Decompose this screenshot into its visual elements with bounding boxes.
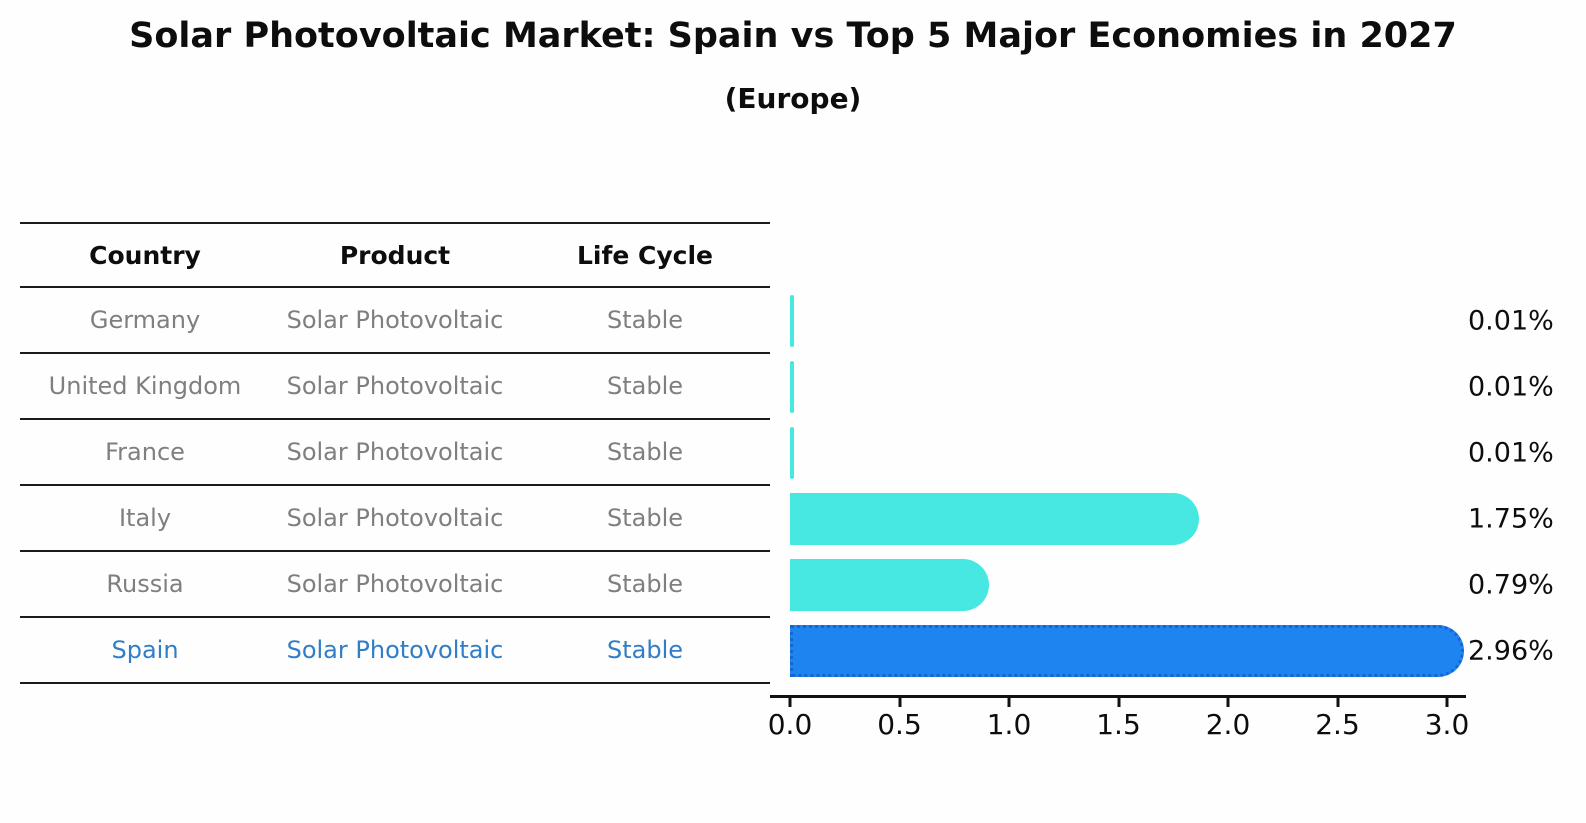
table-row-france: France Solar Photovoltaic Stable	[20, 420, 770, 486]
bar-germany	[790, 295, 794, 347]
table-cell-life-cycle: Stable	[606, 306, 684, 334]
table-header-row: Country Product Life Cycle	[20, 222, 770, 288]
table-header-product: Product	[339, 240, 451, 270]
bar-spain	[790, 625, 1464, 677]
chart-title: Solar Photovoltaic Market: Spain vs Top …	[129, 16, 1457, 56]
x-tick-label: 0.5	[877, 708, 922, 741]
x-tick-mark	[898, 698, 901, 707]
x-tick-mark	[1117, 698, 1120, 707]
table-cell-product: Solar Photovoltaic	[286, 636, 504, 664]
table-cell-life-cycle: Stable	[606, 438, 684, 466]
table-cell-country: Russia	[106, 570, 184, 598]
table-header-life-cycle: Life Cycle	[576, 240, 714, 270]
table-cell-product: Solar Photovoltaic	[286, 306, 504, 334]
bar-value-label-russia: 0.79%	[1468, 569, 1554, 601]
table-cell-life-cycle: Stable	[606, 504, 684, 532]
x-tick-label: 2.5	[1315, 708, 1360, 741]
x-tick-label: 2.0	[1205, 708, 1251, 741]
table-cell-country: France	[105, 438, 185, 466]
table-cell-country: United Kingdom	[48, 372, 242, 400]
table-row-united-kingdom: United Kingdom Solar Photovoltaic Stable	[20, 354, 770, 420]
chart-subtitle: (Europe)	[724, 82, 862, 115]
x-axis-line	[770, 695, 1466, 698]
table-cell-country: Italy	[118, 504, 172, 532]
table-cell-product: Solar Photovoltaic	[286, 504, 504, 532]
table-cell-product: Solar Photovoltaic	[286, 570, 504, 598]
bar-value-label-spain: 2.96%	[1468, 635, 1554, 667]
table-row-italy: Italy Solar Photovoltaic Stable	[20, 486, 770, 552]
table-row-germany: Germany Solar Photovoltaic Stable	[20, 288, 770, 354]
table-row-russia: Russia Solar Photovoltaic Stable	[20, 552, 770, 618]
x-tick-label: 1.0	[986, 708, 1032, 741]
table-row-spain: Spain Solar Photovoltaic Stable	[20, 618, 770, 684]
table-cell-life-cycle: Stable	[606, 636, 684, 664]
bar-value-label-italy: 1.75%	[1468, 503, 1554, 535]
x-tick-mark	[1007, 698, 1011, 707]
country-table: Country Product Life Cycle Germany Solar …	[20, 222, 770, 684]
table-cell-country: Spain	[111, 636, 179, 664]
bar-united-kingdom	[790, 361, 794, 413]
x-tick-mark	[1226, 698, 1230, 707]
bar-italy	[790, 493, 1199, 545]
x-tick-label: 1.5	[1096, 708, 1141, 741]
table-body: Germany Solar Photovoltaic Stable United Ki…	[20, 288, 770, 684]
x-tick-label: 3.0	[1424, 708, 1470, 741]
bar-value-label-united-kingdom: 0.01%	[1468, 371, 1554, 403]
table-cell-product: Solar Photovoltaic	[286, 372, 504, 400]
x-tick-label: 0.0	[767, 708, 813, 741]
table-header-country: Country	[89, 240, 201, 270]
bar-value-label-germany: 0.01%	[1468, 305, 1554, 337]
table-cell-country: Germany	[89, 306, 201, 334]
x-tick-mark	[788, 698, 792, 707]
x-tick-mark	[1336, 698, 1339, 707]
bar-value-label-france: 0.01%	[1468, 437, 1554, 469]
bar-russia	[790, 559, 989, 611]
table-cell-life-cycle: Stable	[606, 570, 684, 598]
table-cell-product: Solar Photovoltaic	[286, 438, 504, 466]
bar-france	[790, 427, 794, 479]
x-tick-mark	[1445, 698, 1449, 707]
table-cell-life-cycle: Stable	[606, 372, 684, 400]
